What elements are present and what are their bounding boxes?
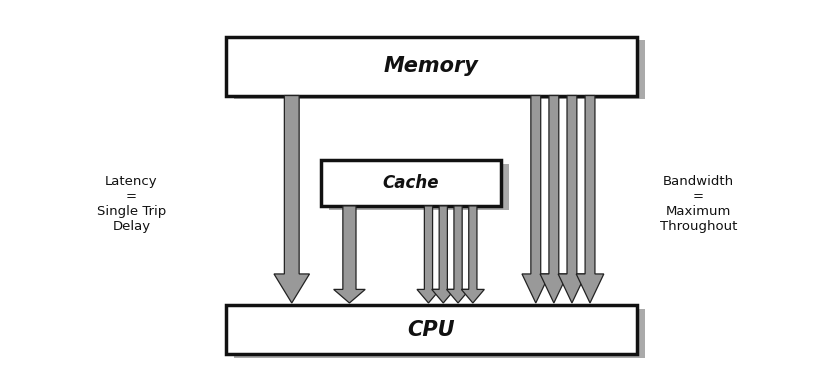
FancyArrow shape: [447, 206, 470, 303]
FancyBboxPatch shape: [234, 40, 645, 99]
FancyBboxPatch shape: [320, 160, 501, 206]
FancyArrow shape: [461, 206, 485, 303]
Text: Bandwidth
=
Maximum
Throughout: Bandwidth = Maximum Throughout: [660, 175, 737, 233]
FancyArrow shape: [558, 96, 586, 303]
FancyArrow shape: [417, 206, 440, 303]
FancyArrow shape: [576, 96, 603, 303]
FancyArrow shape: [334, 206, 365, 303]
FancyArrow shape: [274, 96, 310, 303]
FancyBboxPatch shape: [226, 37, 637, 96]
Text: Cache: Cache: [383, 174, 439, 192]
Text: CPU: CPU: [408, 320, 455, 340]
Text: Latency
=
Single Trip
Delay: Latency = Single Trip Delay: [97, 175, 166, 233]
FancyArrow shape: [540, 96, 568, 303]
FancyArrow shape: [432, 206, 455, 303]
FancyBboxPatch shape: [226, 305, 637, 354]
FancyArrow shape: [522, 96, 549, 303]
FancyBboxPatch shape: [234, 309, 645, 358]
FancyBboxPatch shape: [329, 164, 510, 210]
Text: Memory: Memory: [384, 56, 479, 76]
